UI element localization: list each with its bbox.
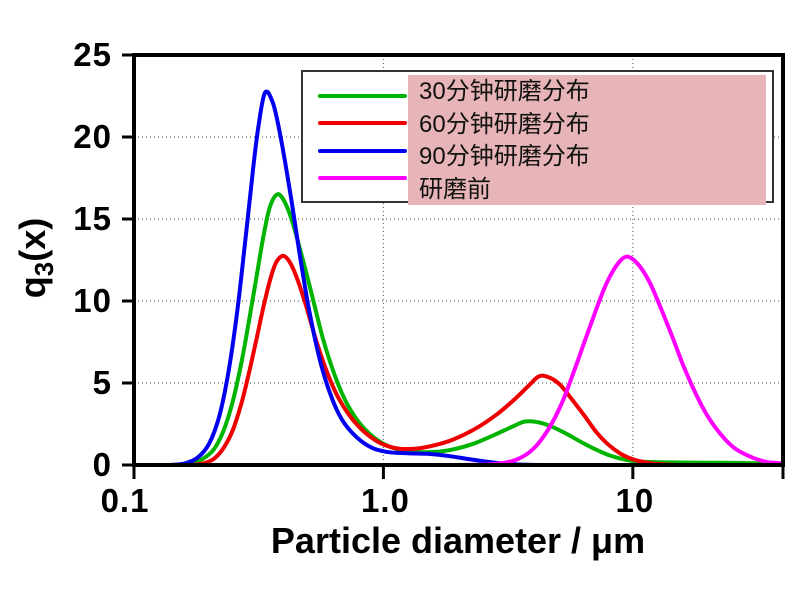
legend-line-swatch-grind-90min <box>318 149 407 153</box>
legend-line-swatch-before-grinding <box>318 176 407 180</box>
series-line-before-grinding <box>132 254 785 467</box>
y-tick-label-20: 20 <box>73 118 112 155</box>
x-tick-label-0.1: 0.1 <box>100 482 150 519</box>
legend-highlight <box>408 75 766 205</box>
legend-label-grind-60min: 60分钟研磨分布 <box>419 110 590 138</box>
legend-label-before-grinding: 研磨前 <box>419 175 491 203</box>
series-line-grind-90min <box>168 89 549 467</box>
y-title-base: q <box>12 276 53 299</box>
plot-border <box>132 53 785 467</box>
legend-label-grind-30min: 30分钟研磨分布 <box>419 78 590 105</box>
legend: 30分钟研磨分布 60分钟研磨分布 90分钟研磨分布 研磨前 <box>301 70 774 205</box>
series-line-grind-60min <box>189 253 679 467</box>
x-tick-label-10: 10 <box>615 482 655 519</box>
y-tick-label-5: 5 <box>92 364 112 401</box>
y-title-rest: (x) <box>12 217 53 262</box>
y-tick-label-0: 0 <box>92 446 112 483</box>
legend-line-swatch-grind-30min <box>318 94 407 98</box>
legend-label-grind-90min: 90分钟研磨分布 <box>419 143 590 170</box>
y-title-subscript: 3 <box>29 261 59 277</box>
y-axis-title: q3(x) <box>12 218 60 298</box>
legend-line-swatch-grind-60min <box>318 121 407 125</box>
y-tick-label-15: 15 <box>73 200 112 237</box>
x-tick-label-1.0: 1.0 <box>360 482 410 519</box>
x-axis-title: Particle diameter / μm <box>270 520 646 561</box>
y-tick-label-25: 25 <box>73 36 112 73</box>
y-tick-label-10: 10 <box>73 282 112 319</box>
